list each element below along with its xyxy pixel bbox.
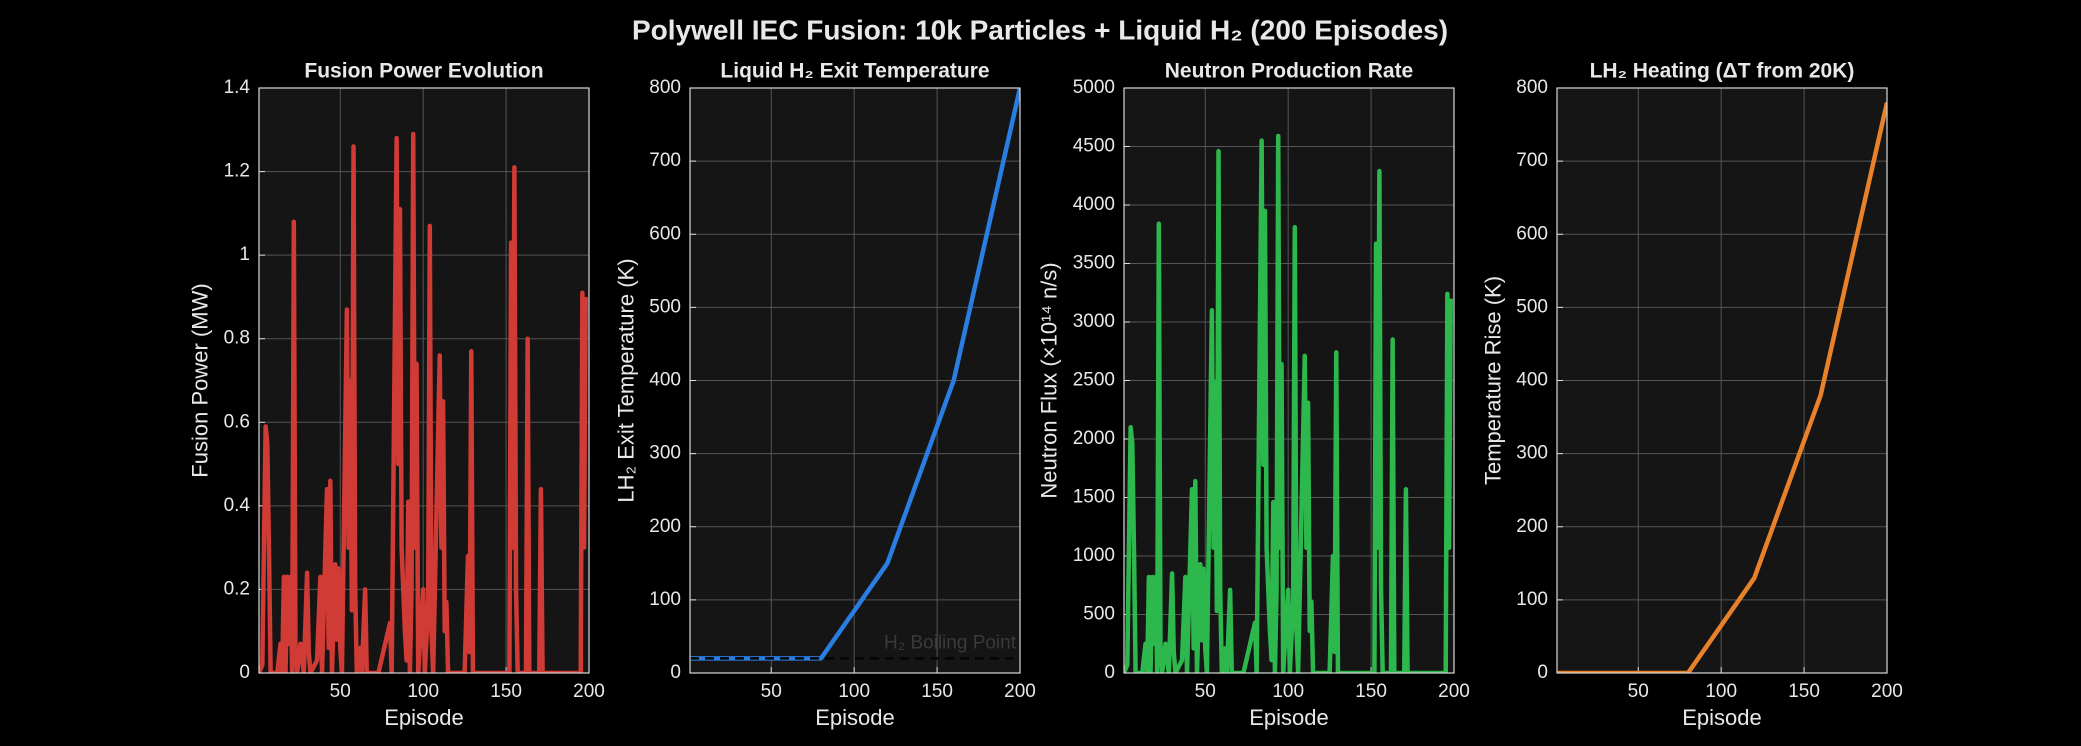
y-tick-label: 0 [1104,662,1115,683]
y-tick-label: 0 [670,662,681,683]
axes-frame [689,87,1021,674]
subplot-title: Neutron Production Rate [1165,60,1414,83]
y-tick-label: 500 [1516,296,1548,317]
x-tick-label: 150 [921,681,953,702]
y-axis-label: LH₂ Exit Temperature (K) [613,258,638,502]
x-tick-label: 50 [1628,681,1649,702]
x-tick-label: 100 [1705,681,1737,702]
x-tick-label: 50 [330,681,351,702]
y-tick-label: 700 [1516,150,1548,171]
y-tick-label: 4000 [1073,194,1115,215]
x-tick-label: 150 [1788,681,1820,702]
y-tick-label: 800 [649,77,681,98]
y-tick-label: 0 [239,662,250,683]
y-tick-label: 400 [1516,370,1548,391]
plot-area [259,88,589,673]
subplot-title: Liquid H₂ Exit Temperature [720,60,989,83]
y-tick-label: 0.6 [224,411,250,432]
y-tick-label: 600 [649,223,681,244]
x-axis-label: Episode [815,705,895,730]
y-tick-label: 0.2 [224,578,250,599]
subplot: 0 500 1000 1500 2000 2500 3000 3500 4000 4500 5000… [1037,60,1470,730]
y-tick-label: 1 [239,244,250,265]
y-tick-label: 1.4 [224,77,251,98]
data-line [690,88,1020,661]
x-tick-label: 100 [407,681,439,702]
x-tick-label: 150 [1355,681,1387,702]
y-tick-label: 200 [1516,516,1548,537]
y-tick-label: 800 [1516,77,1548,98]
y-tick-label: 100 [1516,589,1548,610]
y-tick-label: 100 [649,589,681,610]
subplot: 0 100 200 300 400 500 600 700 800 50 100 150 200 H₂ B… [613,60,1036,730]
y-tick-label: 0.4 [224,495,251,516]
reference-label: H₂ Boiling Point [884,632,1017,653]
x-axis-label: Episode [1682,705,1762,730]
subplot: 0 0.2 0.4 0.6 0.8 1 1.2 1.4 50 100 150 200 Fusion Po… [188,60,605,730]
x-tick-label: 200 [1004,681,1036,702]
data-line [259,131,588,673]
x-tick-label: 200 [1438,681,1470,702]
x-axis-label: Episode [384,705,464,730]
x-tick-label: 100 [1272,681,1304,702]
y-tick-label: 0 [1537,662,1548,683]
data-line [1124,133,1453,673]
axes-frame [1556,87,1888,674]
y-axis-label: Fusion Power (MW) [188,283,213,477]
y-tick-label: 600 [1516,223,1548,244]
axes-frame [258,87,590,674]
y-tick-label: 2500 [1073,370,1115,391]
data-line [1557,102,1887,673]
subplot: 0 100 200 300 400 500 600 700 800 50 100 150 200 LH₂ … [1480,60,1903,730]
subplot-title: Fusion Power Evolution [304,60,543,83]
y-axis-label: Neutron Flux (×10¹⁴ n/s) [1037,262,1062,498]
y-tick-label: 3000 [1073,311,1115,332]
subplot-title: LH₂ Heating (ΔT from 20K) [1590,60,1855,83]
x-tick-label: 50 [1195,681,1216,702]
y-tick-label: 400 [649,370,681,391]
y-tick-label: 500 [1083,604,1115,625]
figure-title: Polywell IEC Fusion: 10k Particles + Liq… [632,14,1448,45]
x-tick-label: 200 [573,681,605,702]
y-tick-label: 300 [1516,443,1548,464]
y-tick-label: 200 [649,516,681,537]
y-tick-label: 500 [649,296,681,317]
y-tick-label: 700 [649,150,681,171]
y-tick-label: 4500 [1073,136,1115,157]
y-tick-label: 1000 [1073,545,1115,566]
x-tick-label: 100 [838,681,870,702]
axes-frame [1123,87,1455,674]
y-tick-label: 0.8 [224,328,250,349]
y-tick-label: 1.2 [224,161,250,182]
x-tick-label: 50 [761,681,782,702]
y-tick-label: 5000 [1073,77,1115,98]
x-tick-label: 200 [1871,681,1903,702]
x-tick-label: 150 [490,681,522,702]
x-axis-label: Episode [1249,705,1329,730]
y-tick-label: 3500 [1073,253,1115,274]
y-tick-label: 2000 [1073,428,1115,449]
y-tick-label: 1500 [1073,487,1115,508]
y-axis-label: Temperature Rise (K) [1480,276,1505,485]
y-tick-label: 300 [649,443,681,464]
